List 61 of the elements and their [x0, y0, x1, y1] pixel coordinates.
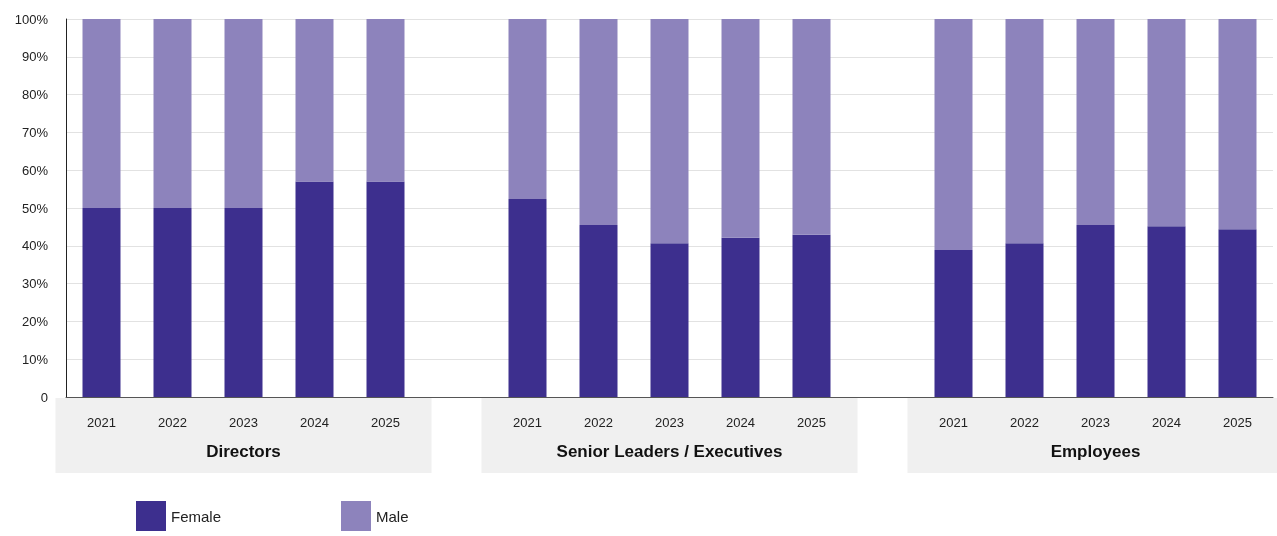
bar [1076, 19, 1115, 226]
bar [934, 249, 973, 397]
x-tick-label: 2022 [584, 415, 613, 430]
y-tick-label: 60% [21, 162, 49, 178]
bar [650, 19, 689, 244]
bar [153, 19, 192, 208]
y-tick-label: 90% [21, 49, 49, 65]
bar [934, 19, 973, 250]
x-tick-label: 2025 [797, 415, 826, 430]
legend-label: Female [171, 507, 222, 525]
x-tick-label: 2021 [87, 415, 116, 430]
bar [792, 234, 831, 397]
bar [1218, 229, 1257, 397]
bar [153, 208, 192, 397]
x-tick-label: 2022 [1010, 415, 1039, 430]
bar [1076, 225, 1115, 397]
y-tick-label: 70% [21, 124, 49, 140]
y-tick-label: 100% [14, 11, 49, 27]
y-tick-label: 10% [21, 351, 49, 367]
y-tick-label: 30% [21, 276, 49, 292]
bar [508, 198, 547, 397]
x-tick-label: 2024 [726, 415, 755, 430]
bar [82, 208, 121, 397]
bar [1147, 226, 1186, 397]
y-tick-label: 50% [21, 200, 49, 216]
x-tick-label: 2024 [300, 415, 329, 430]
x-tick-label: 2023 [1081, 415, 1110, 430]
y-tick-label: 80% [21, 87, 49, 103]
bar [1005, 19, 1044, 244]
x-tick-label: 2024 [1152, 415, 1181, 430]
bar [224, 19, 263, 208]
bar [1147, 19, 1186, 227]
y-tick-label: 0 [40, 389, 48, 405]
text: Senior Leaders / Executives [556, 441, 783, 461]
bar [1218, 19, 1257, 230]
bar [82, 19, 121, 208]
bar [508, 19, 547, 199]
x-tick-label: 2021 [513, 415, 542, 430]
bar [721, 19, 760, 238]
bar [650, 243, 689, 397]
bar [792, 19, 831, 235]
text: Employees [1050, 441, 1141, 461]
bar [1005, 243, 1044, 397]
y-tick-label: 40% [21, 238, 49, 254]
y-tick-label: 20% [21, 313, 49, 329]
x-tick-label: 2025 [371, 415, 400, 430]
x-tick-label: 2023 [229, 415, 258, 430]
bar [295, 19, 334, 182]
bar [579, 225, 618, 397]
x-tick-label: 2022 [158, 415, 187, 430]
bar [579, 19, 618, 226]
legend-label: Male [376, 507, 409, 525]
bar [224, 208, 263, 397]
bar [295, 181, 334, 397]
x-tick-label: 2021 [939, 415, 968, 430]
bar [721, 237, 760, 397]
x-tick-label: 2025 [1223, 415, 1252, 430]
bar [366, 19, 405, 182]
bar [366, 181, 405, 397]
text: Directors [206, 441, 281, 461]
x-tick-label: 2023 [655, 415, 684, 430]
